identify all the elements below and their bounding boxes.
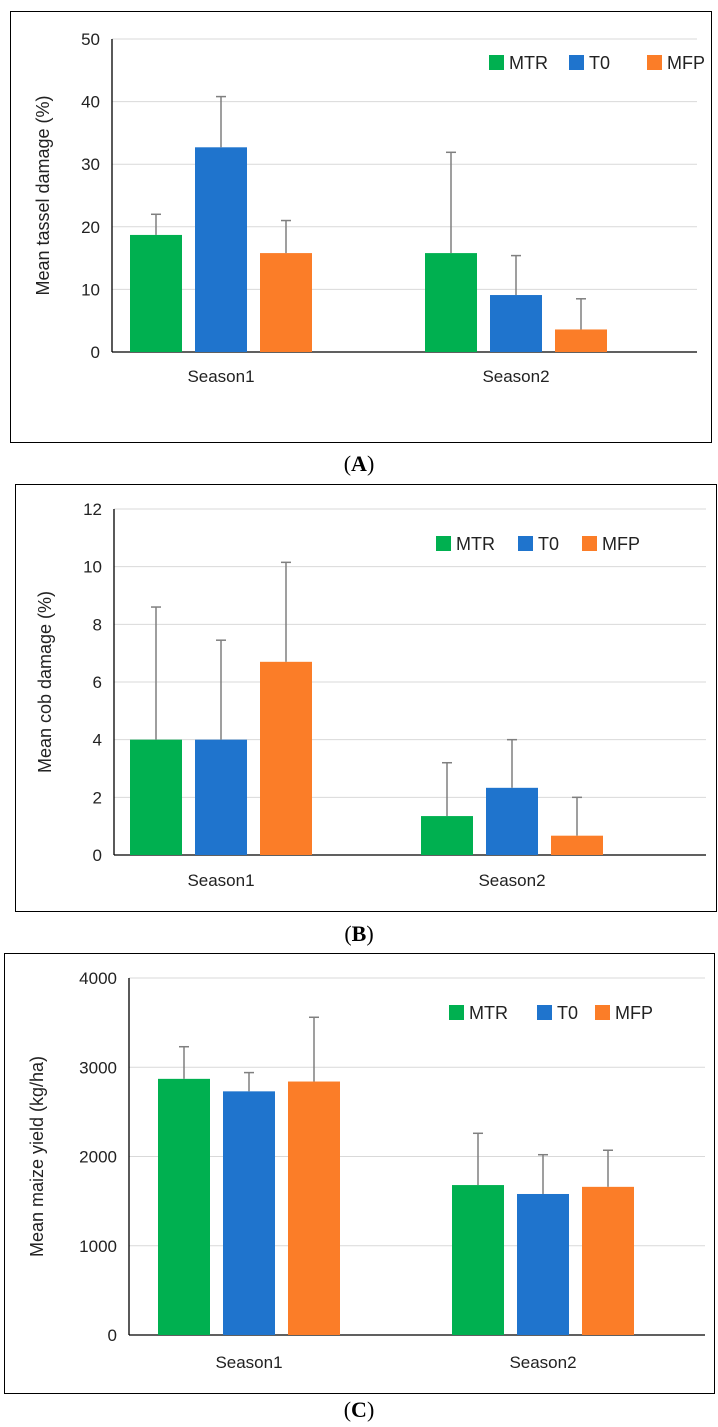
y-tick-label: 40 [81,93,100,112]
bar-c-mfp-season2 [582,1186,634,1335]
y-tick-label: 12 [83,500,102,519]
y-tick-label: 4000 [79,969,117,988]
legend-label-mfp: MFP [602,534,640,554]
bar-b-t0-season1 [195,739,247,855]
legend-swatch-mtr [489,55,504,70]
legend-label-mfp: MFP [615,1003,653,1023]
y-tick-label: 0 [108,1326,117,1345]
bar-a-mfp-season2 [555,329,607,352]
bar-a-t0-season2 [490,295,542,352]
y-tick-label: 20 [81,218,100,237]
bar-c-mfp-season1 [288,1081,340,1335]
legend-label-t0: T0 [589,53,610,73]
legend-label-mtr: MTR [456,534,495,554]
bar-b-mfp-season2 [551,835,603,855]
x-category-label: Season2 [482,367,549,386]
legend-swatch-mfp [595,1005,610,1020]
bar-c-mtr-season2 [452,1185,504,1335]
chart-b-svg: 0 2 4 6 8 10 12 Mean cob damage (%) Season1 Seaso… [35,500,706,890]
y-axis-label: Mean cob damage (%) [35,591,55,773]
y-tick-label: 0 [91,343,100,362]
legend-swatch-t0 [569,55,584,70]
y-tick-label: 4 [93,731,102,750]
y-tick-label: 6 [93,673,102,692]
y-tick-label: 2000 [79,1148,117,1167]
bar-c-t0-season1 [223,1091,275,1335]
legend-swatch-mfp [582,536,597,551]
legend-swatch-t0 [537,1005,552,1020]
y-tick-label: 1000 [79,1237,117,1256]
x-category-label: Season1 [215,1353,282,1372]
chart-panel-c: 0 1000 2000 3000 4000 Mean maize yield (kg/ha… [4,953,715,1394]
y-tick-label: 8 [93,615,102,634]
legend-swatch-mfp [647,55,662,70]
y-tick-label: 50 [81,30,100,49]
caption-b: (B) [344,921,374,946]
bar-a-t0-season1 [195,147,247,352]
x-category-label: Season1 [187,871,254,890]
bar-b-t0-season2 [486,787,538,855]
legend-swatch-mtr [436,536,451,551]
y-tick-label: 10 [81,280,100,299]
y-axis-label: Mean tassel damage (%) [33,95,53,295]
legend-label-mtr: MTR [509,53,548,73]
y-tick-label: 10 [83,558,102,577]
legend-swatch-t0 [518,536,533,551]
legend-label-t0: T0 [538,534,559,554]
legend-label-mfp: MFP [667,53,705,73]
y-tick-label: 0 [93,846,102,865]
caption-c: (C) [343,1397,375,1422]
x-category-label: Season2 [478,871,545,890]
y-tick-label: 3000 [79,1058,117,1077]
y-tick-label: 30 [81,155,100,174]
chart-c-svg: 0 1000 2000 3000 4000 Mean maize yield (kg/ha… [27,969,705,1372]
chart-panel-a: 0 10 20 30 40 50 Mean tassel damage (%) Season1… [10,11,712,443]
bar-b-mtr-season2 [421,816,473,855]
bar-b-mfp-season1 [260,661,312,855]
bar-a-mtr-season2 [425,253,477,352]
chart-a-svg: 0 10 20 30 40 50 Mean tassel damage (%) Season1… [33,30,705,386]
bar-a-mtr-season1 [130,234,182,352]
bar-a-mfp-season1 [260,253,312,352]
y-axis-label: Mean maize yield (kg/ha) [27,1056,47,1257]
chart-panel-b: 0 2 4 6 8 10 12 Mean cob damage (%) Season1 Seaso… [15,484,717,912]
x-category-label: Season2 [509,1353,576,1372]
bar-b-mtr-season1 [130,739,182,855]
legend-label-t0: T0 [557,1003,578,1023]
bar-c-t0-season2 [517,1193,569,1335]
legend-swatch-mtr [449,1005,464,1020]
y-tick-label: 2 [93,788,102,807]
x-category-label: Season1 [187,367,254,386]
caption-a: (A) [343,451,375,476]
bar-c-mtr-season1 [158,1078,210,1335]
legend-label-mtr: MTR [469,1003,508,1023]
